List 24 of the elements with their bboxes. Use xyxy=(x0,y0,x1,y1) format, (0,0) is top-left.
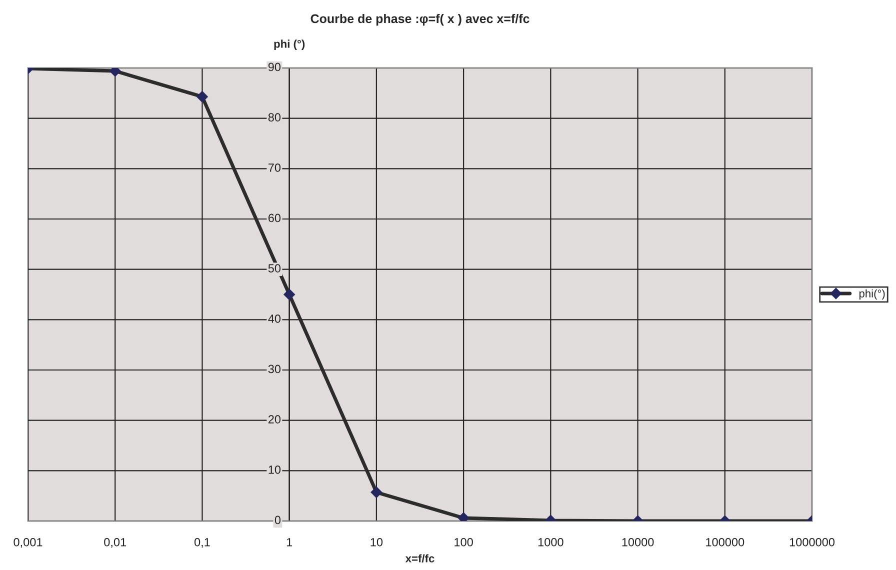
x-tick-label: 0,01 xyxy=(104,538,126,548)
y-tick-label: 0 xyxy=(274,516,281,524)
y-tick-label: 40 xyxy=(268,314,281,323)
y-tick-label: 70 xyxy=(268,163,281,172)
x-tick-label: 1000 xyxy=(538,538,564,546)
x-tick-label: 100000 xyxy=(706,538,744,546)
legend-label: phi(°) xyxy=(859,289,885,300)
x-axis-title: x=f/fc xyxy=(405,554,434,562)
y-tick-label: 60 xyxy=(268,214,281,222)
x-tick-label: 1 xyxy=(286,538,292,546)
x-tick-label: 0,001 xyxy=(14,538,42,548)
chart-title: Courbe de phase :φ=f( x ) avec x=f/fc xyxy=(310,14,530,26)
y-tick-label: 10 xyxy=(268,465,281,474)
x-tick-label: 100 xyxy=(454,538,473,546)
y-tick-label: 90 xyxy=(268,62,281,72)
x-tick-label: 0,1 xyxy=(194,538,210,548)
y-tick-label: 50 xyxy=(268,264,281,272)
y-tick-label: 80 xyxy=(268,113,281,122)
y-tick-label: 20 xyxy=(268,415,281,424)
x-tick-label: 10000 xyxy=(622,538,654,546)
x-tick-label: 1000000 xyxy=(790,538,835,546)
y-axis-title: phi (°) xyxy=(274,40,305,50)
x-tick-label: 10 xyxy=(370,538,383,546)
y-tick-label: 30 xyxy=(268,364,281,374)
